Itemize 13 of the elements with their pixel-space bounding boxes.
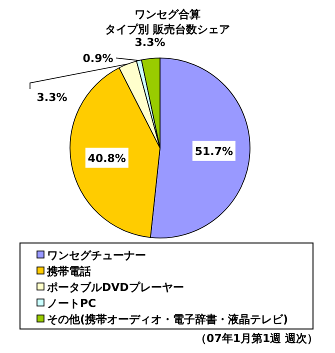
text: （07年1月第1週 週次） [196,332,318,345]
legend-label: 携帯電話 [46,265,91,278]
data-label: 3.3% [36,91,68,104]
legend-label: ワンセグチューナー [47,249,146,262]
data-label: 0.9% [82,52,114,65]
chart-subtitle: タイプ別 販売台数シェア [105,23,230,36]
legend-label: その他(携帯オーディオ・電子辞書・液晶テレビ) [47,313,288,326]
legend-label: ノートPC [47,297,96,310]
data-label: 40.8% [88,152,126,165]
legend-label: ポータブルDVDプレーヤー [46,281,184,294]
chart-title: ワンセグ合算 [134,8,200,21]
data-label: 51.7% [194,144,234,158]
data-label: 3.3% [134,36,166,49]
